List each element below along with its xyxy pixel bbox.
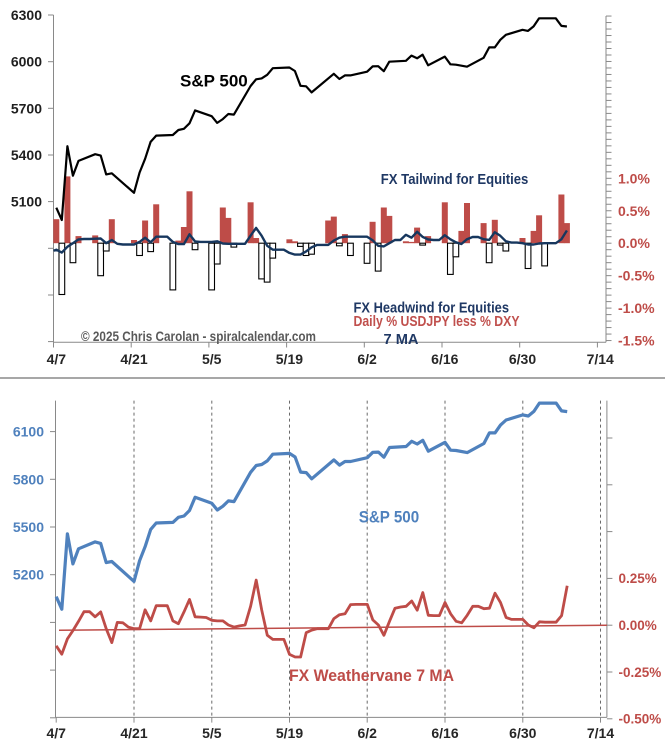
svg-text:0.5%: 0.5% [618,203,650,219]
svg-text:1.0%: 1.0% [618,170,650,186]
svg-text:FX Weathervane 7 MA: FX Weathervane 7 MA [289,666,454,685]
svg-text:5700: 5700 [11,100,42,116]
svg-text:6300: 6300 [11,7,42,23]
svg-text:-1.5%: -1.5% [618,333,655,349]
svg-text:5100: 5100 [11,194,42,210]
svg-text:6100: 6100 [13,424,44,440]
svg-text:6/2: 6/2 [357,725,377,741]
svg-text:© 2025 Chris Carolan - spiralc: © 2025 Chris Carolan - spiralcalendar.co… [81,329,316,344]
svg-text:-0.50%: -0.50% [619,712,662,727]
svg-text:6/2: 6/2 [357,351,377,367]
svg-text:7/14: 7/14 [587,351,614,367]
svg-text:S&P 500: S&P 500 [180,72,248,91]
svg-text:FX Headwind for Equities: FX Headwind for Equities [354,299,510,316]
svg-text:-1.0%: -1.0% [618,300,655,316]
svg-text:5800: 5800 [13,471,44,487]
svg-text:4/7: 4/7 [46,725,66,741]
svg-text:5200: 5200 [13,567,44,583]
svg-text:FX Tailwind for Equities: FX Tailwind for Equities [381,171,529,188]
svg-text:5/19: 5/19 [276,725,303,741]
svg-text:-0.25%: -0.25% [619,665,662,680]
svg-text:6000: 6000 [11,54,42,70]
svg-text:4/21: 4/21 [120,351,147,367]
svg-text:4/7: 4/7 [47,351,67,367]
svg-text:4/21: 4/21 [120,725,147,741]
svg-text:-0.5%: -0.5% [618,268,655,284]
svg-text:5500: 5500 [13,519,44,535]
svg-text:6/30: 6/30 [509,351,536,367]
svg-text:7/14: 7/14 [587,725,614,741]
svg-text:6/16: 6/16 [431,725,458,741]
svg-text:5/19: 5/19 [276,351,303,367]
svg-text:6/30: 6/30 [509,725,536,741]
svg-text:0.0%: 0.0% [618,235,650,251]
svg-text:6/16: 6/16 [431,351,458,367]
svg-text:5/5: 5/5 [202,725,222,741]
svg-text:5/5: 5/5 [202,351,222,367]
svg-text:S&P 500: S&P 500 [359,508,420,527]
svg-text:Daily % USDJPY less % DXY: Daily % USDJPY less % DXY [354,313,520,330]
svg-text:7 MA: 7 MA [384,331,419,348]
svg-text:0.00%: 0.00% [619,618,657,633]
svg-text:0.25%: 0.25% [619,571,657,586]
svg-text:5400: 5400 [11,147,42,163]
